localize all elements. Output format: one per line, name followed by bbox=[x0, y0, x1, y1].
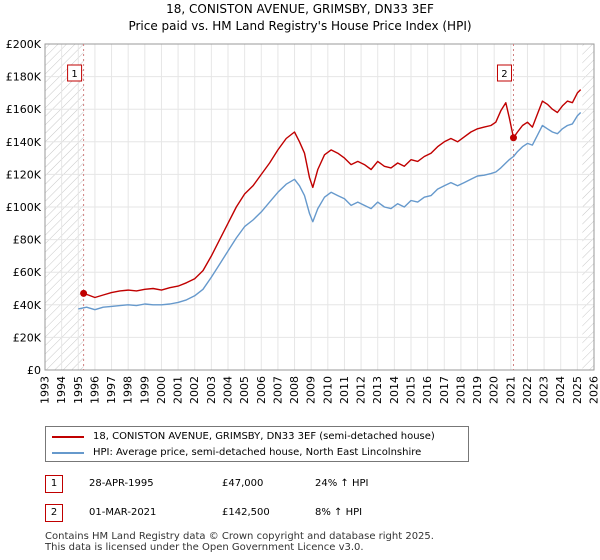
transaction-hpi-change: 24% ↑ HPI bbox=[315, 478, 369, 489]
transaction-hpi-change: 8% ↑ HPI bbox=[315, 507, 363, 518]
legend: 18, CONISTON AVENUE, GRIMSBY, DN33 3EF (… bbox=[45, 426, 469, 462]
x-tick-label: 2002 bbox=[188, 376, 201, 404]
x-tick-label: 2012 bbox=[355, 376, 368, 404]
y-tick-label: £0 bbox=[27, 364, 41, 377]
transaction-number-badge: 2 bbox=[45, 504, 63, 522]
legend-swatch-hpi bbox=[52, 452, 84, 454]
x-tick-label: 2016 bbox=[421, 376, 434, 404]
x-tick-label: 2022 bbox=[521, 376, 534, 404]
x-tick-label: 2004 bbox=[222, 376, 235, 404]
x-tick-label: 2010 bbox=[321, 376, 334, 404]
x-tick-label: 2000 bbox=[155, 376, 168, 404]
legend-label-property: 18, CONISTON AVENUE, GRIMSBY, DN33 3EF (… bbox=[93, 431, 435, 442]
chart-title: 18, CONISTON AVENUE, GRIMSBY, DN33 3EF bbox=[166, 2, 434, 16]
sale-label: 1 bbox=[71, 69, 77, 80]
sale-label: 2 bbox=[501, 69, 507, 80]
x-tick-label: 2020 bbox=[488, 376, 501, 404]
sale-label-box bbox=[67, 64, 83, 82]
y-tick-label: £60K bbox=[13, 266, 42, 279]
x-tick-label: 2023 bbox=[538, 376, 551, 404]
x-tick-label: 2008 bbox=[288, 376, 301, 404]
x-tick-label: 2019 bbox=[471, 376, 484, 404]
y-tick-label: £20K bbox=[13, 331, 42, 344]
transaction-number-badge: 1 bbox=[45, 475, 63, 493]
y-tick-label: £40K bbox=[13, 299, 42, 312]
series-line-property bbox=[83, 89, 582, 299]
x-tick-label: 1997 bbox=[105, 376, 118, 404]
x-tick-label: 2024 bbox=[554, 376, 567, 404]
x-tick-label: 1993 bbox=[39, 376, 52, 404]
sale-point bbox=[80, 289, 88, 297]
sale-point bbox=[509, 134, 517, 142]
x-tick-label: 2005 bbox=[238, 376, 251, 404]
footer-attribution: Contains HM Land Registry data © Crown c… bbox=[45, 531, 434, 553]
x-tick-label: 2006 bbox=[255, 376, 268, 404]
footer-line-licence: This data is licensed under the Open Gov… bbox=[45, 542, 364, 553]
plot-area-border bbox=[44, 43, 595, 371]
legend-swatch-property bbox=[52, 436, 84, 438]
x-tick-label: 1995 bbox=[72, 376, 85, 404]
transaction-date: 01-MAR-2021 bbox=[89, 507, 157, 518]
x-tick-label: 2003 bbox=[205, 376, 218, 404]
x-tick-label: 2007 bbox=[271, 376, 284, 404]
x-tick-label: 2015 bbox=[405, 376, 418, 404]
footer-line-copyright: Contains HM Land Registry data © Crown c… bbox=[45, 531, 434, 542]
y-tick-label: £180K bbox=[6, 71, 42, 84]
y-tick-label: £80K bbox=[13, 234, 42, 247]
transaction-date: 28-APR-1995 bbox=[89, 478, 154, 489]
x-tick-label: 2014 bbox=[388, 376, 401, 404]
legend-label-hpi: HPI: Average price, semi-detached house,… bbox=[93, 447, 422, 458]
series-line-hpi bbox=[78, 111, 582, 311]
sale-label-box bbox=[496, 64, 512, 82]
x-tick-label: 1994 bbox=[55, 376, 68, 404]
chart-subtitle: Price paid vs. HM Land Registry's House … bbox=[128, 19, 471, 33]
x-tick-label: 2013 bbox=[371, 376, 384, 404]
x-tick-label: 1999 bbox=[138, 376, 151, 404]
x-tick-label: 2009 bbox=[305, 376, 318, 404]
x-tick-label: 2026 bbox=[588, 376, 600, 404]
transaction-price: £47,000 bbox=[222, 478, 264, 489]
x-tick-label: 2001 bbox=[172, 376, 185, 404]
y-tick-label: £120K bbox=[6, 168, 42, 181]
y-tick-label: £100K bbox=[6, 201, 42, 214]
transaction-price: £142,500 bbox=[222, 507, 270, 518]
x-tick-label: 2021 bbox=[504, 376, 517, 404]
x-tick-label: 2018 bbox=[454, 376, 467, 404]
x-tick-label: 2025 bbox=[571, 376, 584, 404]
x-tick-label: 2017 bbox=[438, 376, 451, 404]
y-tick-label: £200K bbox=[6, 38, 42, 51]
x-tick-label: 1998 bbox=[122, 376, 135, 404]
y-tick-label: £160K bbox=[6, 103, 42, 116]
x-tick-label: 2011 bbox=[338, 376, 351, 404]
price-chart: 18, CONISTON AVENUE, GRIMSBY, DN33 3EF P… bbox=[6, 2, 600, 404]
x-tick-label: 1996 bbox=[88, 376, 101, 404]
y-tick-label: £140K bbox=[6, 136, 42, 149]
